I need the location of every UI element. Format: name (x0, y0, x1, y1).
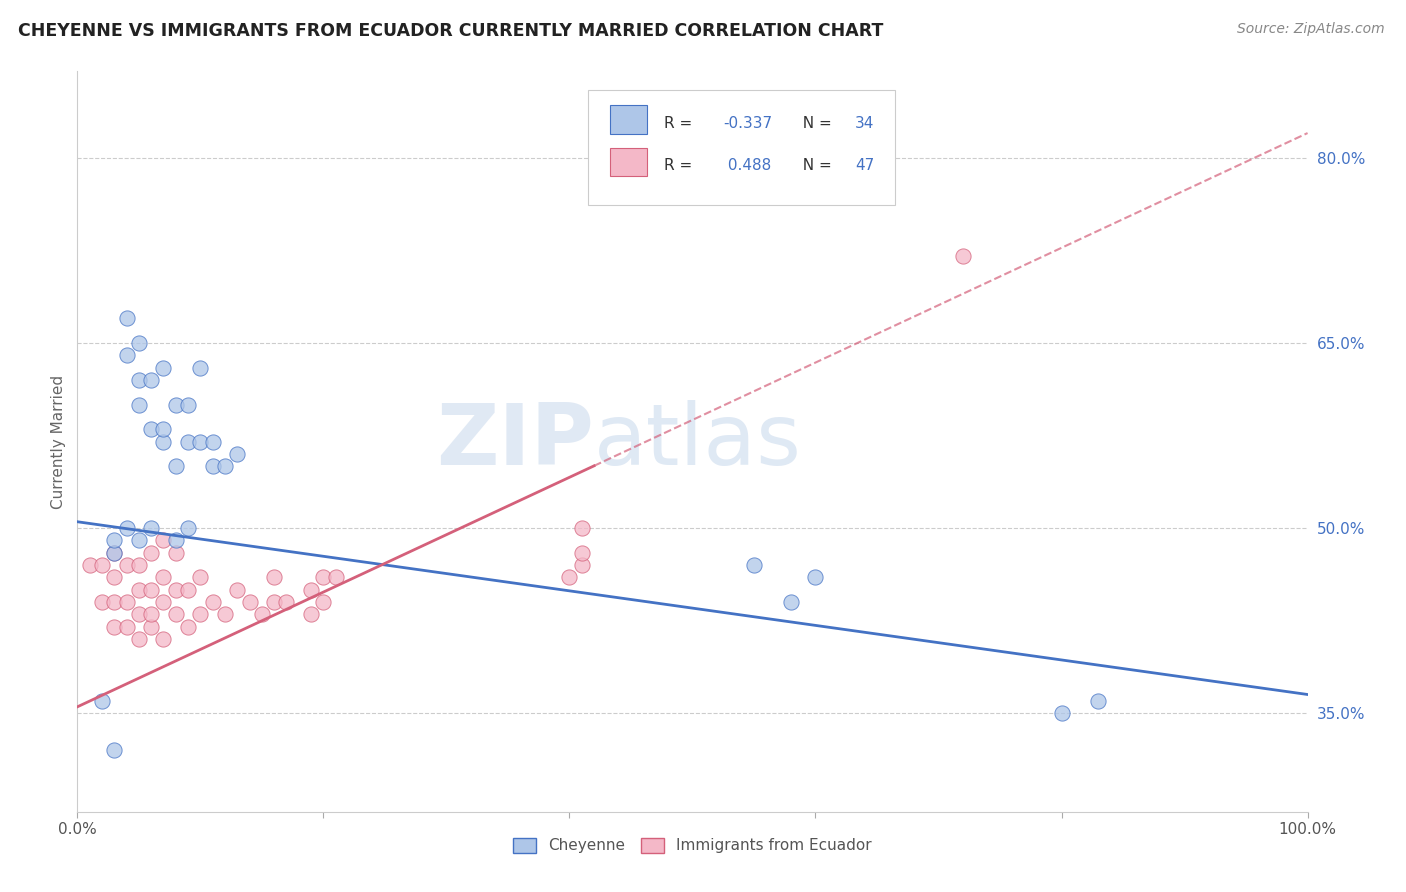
Point (141, 521, 163, 535)
Point (263, 570, 285, 584)
Text: 34: 34 (855, 116, 875, 131)
Point (571, 558, 593, 572)
Point (152, 570, 174, 584)
Point (214, 607, 236, 622)
Point (742, 558, 765, 572)
Point (141, 422, 163, 436)
Point (312, 595, 335, 609)
Point (226, 447, 249, 461)
Point (299, 607, 322, 622)
Point (188, 607, 212, 622)
Point (276, 595, 298, 609)
Point (1050, 706, 1073, 720)
Point (103, 546, 125, 560)
Point (226, 582, 249, 597)
Point (128, 533, 150, 548)
Text: 0.488: 0.488 (723, 158, 772, 173)
Point (1087, 694, 1109, 708)
Point (165, 582, 187, 597)
Point (115, 521, 138, 535)
Point (152, 632, 174, 646)
Point (115, 311, 138, 326)
Point (312, 570, 335, 584)
Point (90, 595, 114, 609)
Text: atlas: atlas (595, 400, 801, 483)
Point (115, 348, 138, 362)
Point (165, 607, 187, 622)
Point (201, 459, 224, 474)
Point (201, 595, 224, 609)
Bar (610, 147, 647, 177)
Legend: Cheyenne, Immigrants from Ecuador: Cheyenne, Immigrants from Ecuador (508, 831, 877, 860)
Point (188, 360, 212, 375)
Y-axis label: Currently Married: Currently Married (51, 375, 66, 508)
Text: -0.337: -0.337 (723, 116, 772, 131)
Point (141, 582, 163, 597)
Point (115, 620, 138, 634)
Point (152, 533, 174, 548)
Point (177, 434, 200, 449)
Point (165, 533, 187, 548)
Point (141, 620, 163, 634)
Point (177, 620, 200, 634)
Text: Source: ZipAtlas.com: Source: ZipAtlas.com (1237, 22, 1385, 37)
Point (263, 595, 285, 609)
Text: CHEYENNE VS IMMIGRANTS FROM ECUADOR CURRENTLY MARRIED CORRELATION CHART: CHEYENNE VS IMMIGRANTS FROM ECUADOR CURR… (18, 22, 883, 40)
Point (103, 546, 125, 560)
Text: N =: N = (793, 116, 837, 131)
Point (152, 360, 174, 375)
Point (141, 546, 163, 560)
Point (103, 570, 125, 584)
Point (177, 398, 200, 412)
Point (90, 558, 114, 572)
Point (299, 582, 322, 597)
Point (128, 607, 150, 622)
Point (165, 546, 187, 560)
Point (558, 570, 581, 584)
Point (90, 694, 114, 708)
Text: 47: 47 (855, 158, 875, 173)
Point (103, 533, 125, 548)
Text: N =: N = (793, 158, 837, 173)
Point (804, 570, 827, 584)
Point (128, 398, 150, 412)
Point (325, 570, 347, 584)
Point (152, 434, 174, 449)
Bar (610, 105, 647, 135)
FancyBboxPatch shape (588, 90, 896, 204)
Point (152, 595, 174, 609)
Point (214, 459, 236, 474)
Point (103, 620, 125, 634)
Point (250, 607, 273, 622)
Point (79, 558, 101, 572)
Point (165, 398, 187, 412)
Point (952, 250, 974, 264)
Point (141, 607, 163, 622)
Point (128, 335, 150, 350)
Point (177, 582, 200, 597)
Point (128, 582, 150, 597)
Point (177, 521, 200, 535)
Point (165, 459, 187, 474)
Point (780, 595, 803, 609)
Point (128, 373, 150, 387)
Point (103, 743, 125, 757)
Point (571, 521, 593, 535)
Point (141, 373, 163, 387)
Text: R =: R = (664, 116, 697, 131)
Point (201, 434, 224, 449)
Text: ZIP: ZIP (436, 400, 595, 483)
Point (115, 558, 138, 572)
Point (128, 558, 150, 572)
Point (188, 434, 212, 449)
Point (188, 570, 212, 584)
Point (115, 595, 138, 609)
Point (152, 422, 174, 436)
Text: R =: R = (664, 158, 697, 173)
Point (239, 595, 262, 609)
Point (103, 595, 125, 609)
Point (128, 632, 150, 646)
Point (571, 546, 593, 560)
